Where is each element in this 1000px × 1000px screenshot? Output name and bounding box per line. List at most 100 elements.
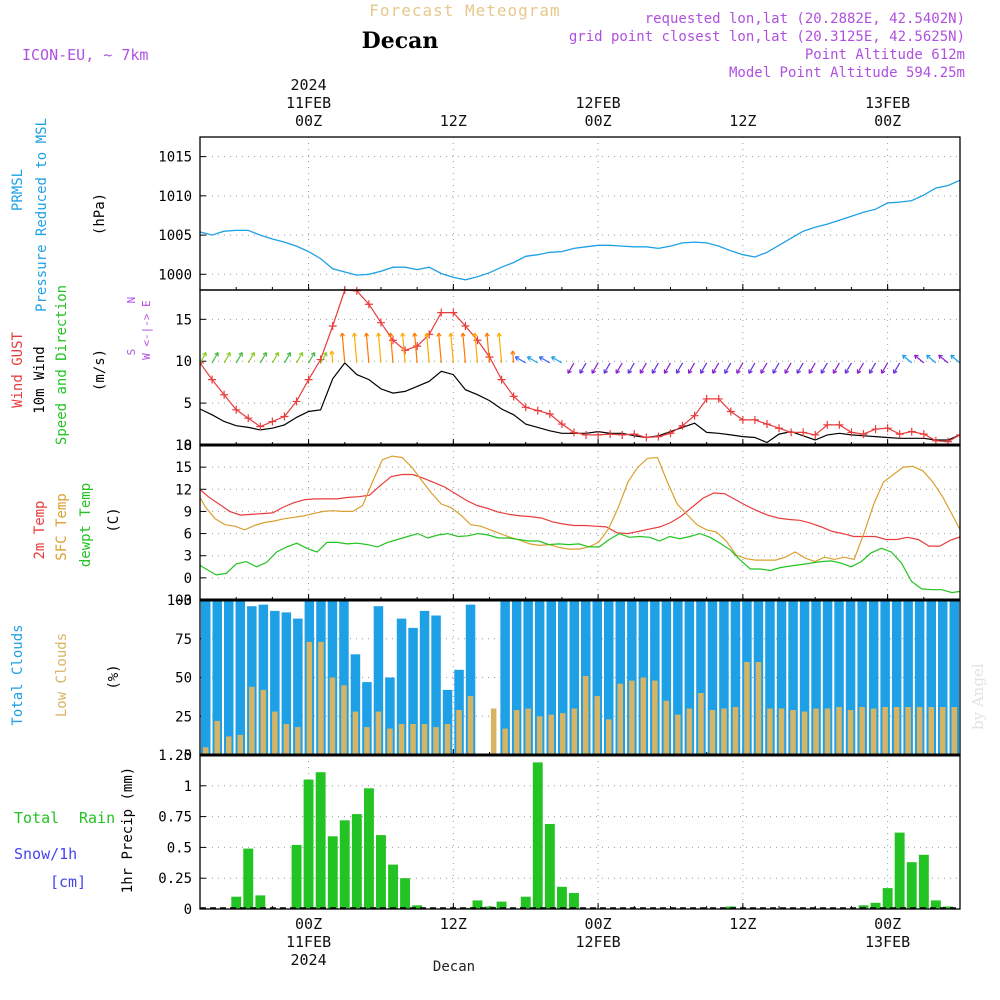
total-clouds-bar (270, 610, 280, 755)
wind-direction-arrow (938, 354, 949, 364)
rain-bar (339, 820, 350, 909)
low-clouds-bar (548, 714, 554, 755)
low-clouds-bar (652, 680, 658, 755)
wind-arrow-head (472, 332, 478, 337)
total-clouds-bar (684, 600, 695, 755)
temp-title-2m: 2m Temp (32, 500, 48, 559)
wind-direction-arrow (235, 352, 243, 364)
wind-direction-arrow (389, 332, 394, 363)
wind-direction-arrow (748, 362, 756, 374)
wind-arrow-head (914, 354, 919, 360)
wind-direction-arrow (331, 350, 334, 363)
wind-direction-arrow (881, 362, 889, 374)
low-clouds-bar (329, 677, 336, 755)
low-clouds-bar (490, 708, 497, 755)
model-label: ICON-EU, ~ 7km (22, 46, 148, 64)
low-clouds-bar (398, 724, 405, 755)
wind-arrow-head (310, 351, 316, 357)
top-time-label: 11FEB (286, 94, 331, 112)
gust-marker (666, 429, 675, 438)
y-tick-label: 3 (184, 549, 192, 565)
gust-marker (980, 414, 988, 422)
wind-direction-arrow (567, 362, 575, 374)
low-clouds-bar (318, 641, 324, 755)
total-clouds-bar (719, 600, 729, 755)
low-clouds-bar (721, 708, 727, 755)
wind-direction-arrow (271, 352, 279, 364)
low-clouds-bar (594, 696, 600, 755)
low-clouds-bar (916, 707, 923, 755)
wind-direction-arrow (211, 352, 219, 364)
wind-arrow-head (784, 369, 789, 374)
wind-arrow-head (214, 351, 219, 357)
wind-arrow-head (339, 332, 345, 337)
total-clouds-bar (650, 600, 660, 755)
wind-direction-arrow (688, 362, 696, 374)
wind-direction-arrow (591, 362, 599, 374)
wind-direction-arrow (515, 356, 527, 364)
precip-title-total: Total (14, 809, 59, 827)
bottom-time-label: 00Z (874, 915, 901, 933)
gust-marker (364, 300, 373, 309)
low-clouds-bar (203, 747, 209, 756)
low-clouds-bar (928, 707, 934, 755)
gust-marker (389, 336, 398, 345)
clouds-title-total: Total Clouds (10, 624, 26, 725)
wind-direction-arrow (950, 354, 960, 364)
clouds-title-low: Low Clouds (54, 633, 70, 717)
gust-marker (582, 430, 591, 439)
low-clouds-bar (456, 710, 462, 755)
low-clouds-bar (283, 724, 290, 755)
y-tick-label: 0 (184, 438, 192, 454)
wind-direction-arrow (676, 362, 684, 374)
wind-direction-arrow (341, 332, 346, 363)
low-clouds-bar (536, 716, 543, 756)
gust-marker (811, 430, 820, 439)
wind-direction-arrow (377, 332, 382, 363)
wind-direction-arrow (283, 352, 291, 364)
location-title: Decan (362, 28, 439, 54)
wind-direction-arrow (914, 354, 925, 364)
wind-direction-arrow (796, 362, 804, 374)
bottom-time-label: 12FEB (576, 933, 621, 951)
total-clouds-bar (788, 600, 798, 755)
y-tick-label: 1000 (158, 267, 192, 283)
wind-arrow-head (748, 369, 753, 374)
y-tick-label: 100 (167, 593, 192, 609)
panel-frame-pressure (199, 136, 961, 291)
wind-direction-arrow (651, 362, 659, 374)
wind-direction-arrow (539, 356, 551, 364)
wind-arrow-head (950, 354, 955, 360)
y-tick-label: 75 (175, 632, 192, 648)
compass-s: S (125, 349, 138, 356)
wind-direction-arrow (902, 354, 913, 364)
wind-direction-arrow (724, 362, 732, 374)
low-clouds-bar (847, 710, 854, 755)
wind-arrow-head (832, 369, 838, 374)
gust-marker (304, 375, 313, 384)
precip-title-cm: [cm] (50, 873, 86, 891)
wind-arrow-head (400, 332, 406, 337)
model-point-altitude: Model Point Altitude 594.25m (729, 65, 965, 81)
wind-direction-arrow (603, 362, 611, 374)
low-clouds-bar (940, 707, 946, 755)
wind-arrow-head (286, 351, 292, 357)
gust-marker (594, 430, 603, 439)
temp-title-dewpt: dewpt Temp (78, 483, 94, 567)
gust-marker (437, 308, 446, 317)
wind-arrow-head (627, 369, 633, 374)
gust-marker (799, 428, 808, 437)
wind-direction-arrow (438, 332, 442, 363)
gust-marker (473, 336, 482, 345)
gust-marker (690, 411, 699, 420)
wind-arrow-head (351, 332, 358, 337)
dewpt-line (200, 532, 960, 594)
total-clouds-bar (811, 600, 821, 755)
wind-direction-arrow (498, 332, 503, 363)
low-clouds-bar (272, 711, 278, 755)
total-clouds-bar (247, 606, 257, 755)
low-clouds-bar (237, 734, 243, 755)
wind-arrow-head (363, 332, 370, 337)
total-clouds-bar (281, 612, 292, 755)
precip-title-snow: Snow/1h (14, 845, 77, 863)
